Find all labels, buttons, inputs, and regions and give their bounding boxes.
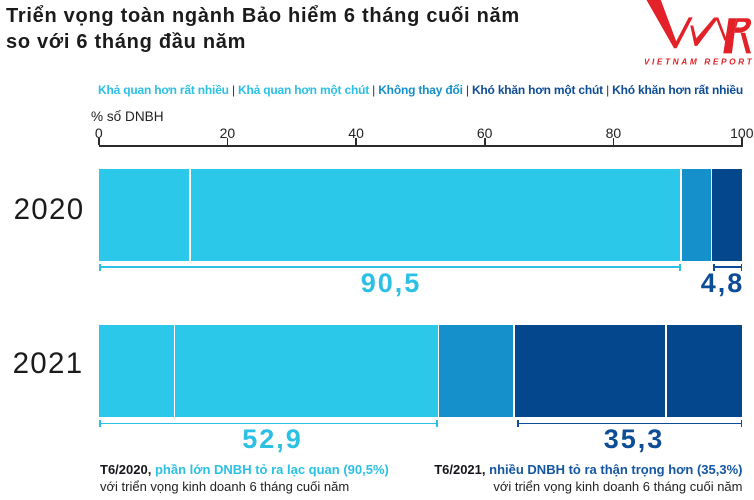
svg-text:VIETNAM REPORT: VIETNAM REPORT <box>645 56 754 66</box>
